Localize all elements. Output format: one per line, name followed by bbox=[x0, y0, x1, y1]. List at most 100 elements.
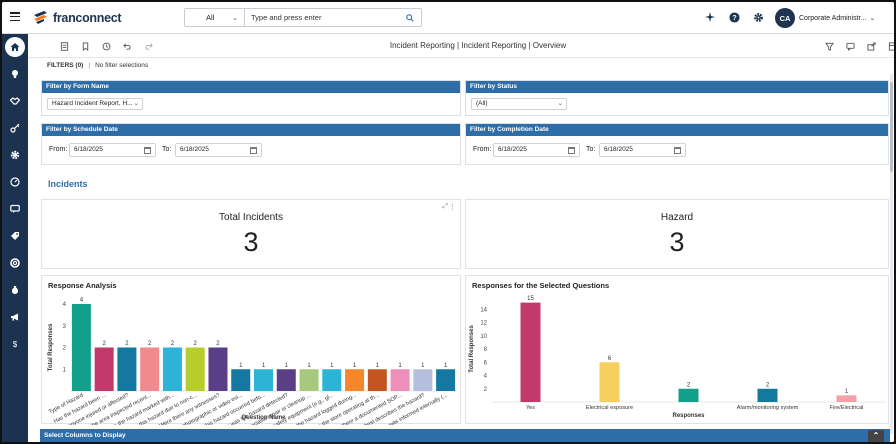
bar[interactable] bbox=[71, 304, 91, 391]
bar[interactable] bbox=[254, 369, 273, 391]
sparkle-icon[interactable] bbox=[702, 9, 718, 25]
bar[interactable] bbox=[599, 362, 620, 402]
filter-schedule-date-panel: Filter by Schedule Date From: 6/18/2025 … bbox=[41, 123, 461, 165]
help-icon[interactable]: ? bbox=[726, 9, 742, 25]
calendar-icon[interactable] bbox=[250, 147, 257, 154]
filters-label[interactable]: FILTERS (0) bbox=[47, 62, 84, 69]
bar-value-label: 2 bbox=[216, 341, 220, 347]
top-bar: franconnect All ⌄ ? CA Corpora bbox=[2, 2, 894, 34]
filter-icon[interactable] bbox=[823, 40, 835, 52]
bar-value-label: 1 bbox=[239, 363, 243, 369]
schedule-to-input[interactable]: 6/18/2025 bbox=[175, 143, 262, 157]
dollar-icon[interactable]: $ bbox=[5, 334, 25, 354]
y-axis-label: Total Responses bbox=[48, 323, 54, 371]
dashboard-icon[interactable] bbox=[5, 172, 25, 192]
comment-icon[interactable] bbox=[844, 40, 856, 52]
bookmark-icon[interactable] bbox=[79, 40, 91, 52]
gear-icon[interactable] bbox=[5, 145, 25, 165]
bar[interactable] bbox=[231, 369, 251, 391]
page-title: Incident Reporting | Incident Reporting … bbox=[389, 41, 567, 50]
y-tick-label: 1 bbox=[63, 367, 67, 373]
more-options-icon[interactable]: ⋮ bbox=[449, 204, 456, 211]
handshake-icon[interactable] bbox=[5, 91, 25, 111]
money-bag-icon[interactable] bbox=[5, 280, 25, 300]
support-icon[interactable] bbox=[5, 253, 25, 273]
home-icon[interactable] bbox=[5, 37, 25, 57]
bar[interactable] bbox=[185, 347, 205, 392]
undo-icon[interactable] bbox=[121, 40, 133, 52]
share-icon[interactable] bbox=[865, 40, 877, 52]
completion-from-input[interactable]: 6/18/2025 bbox=[493, 143, 580, 157]
bar[interactable] bbox=[520, 302, 541, 402]
chevron-down-icon: ⌄ bbox=[232, 15, 238, 22]
scroll-to-top-icon[interactable]: ⌃ bbox=[868, 430, 884, 442]
selected-questions-card: Responses for the Selected Questions Tot… bbox=[465, 275, 889, 424]
calendar-icon[interactable] bbox=[144, 147, 151, 154]
bar[interactable] bbox=[678, 388, 699, 402]
bar[interactable] bbox=[208, 347, 228, 392]
completion-to-input[interactable]: 6/18/2025 bbox=[599, 143, 686, 157]
select-columns-bar[interactable]: Select Columns to Display ⌃ bbox=[40, 429, 890, 442]
bar[interactable] bbox=[162, 347, 182, 392]
bar[interactable] bbox=[322, 369, 342, 391]
bar[interactable] bbox=[94, 347, 114, 392]
bar-value-label: 1 bbox=[262, 363, 266, 369]
filter-schedule-date-heading: Filter by Schedule Date bbox=[42, 124, 460, 136]
chat-icon[interactable] bbox=[5, 199, 25, 219]
schedule-from-label: From: bbox=[49, 146, 68, 153]
bar[interactable] bbox=[299, 369, 319, 391]
section-title-incidents: Incidents bbox=[48, 179, 88, 189]
user-menu[interactable]: CA Corporate Administr... ⌄ bbox=[775, 7, 887, 29]
bar[interactable] bbox=[413, 369, 433, 391]
bar[interactable] bbox=[390, 369, 410, 391]
filter-completion-date-panel: Filter by Completion Date From: 6/18/202… bbox=[465, 123, 889, 165]
logo[interactable]: franconnect bbox=[32, 10, 122, 26]
export-icon[interactable] bbox=[886, 40, 894, 52]
expand-icon[interactable]: ⤢ bbox=[442, 203, 448, 210]
history-icon[interactable] bbox=[100, 40, 112, 52]
filter-form-name-panel: Filter by Form Name Hazard Incident Repo… bbox=[41, 80, 461, 116]
chart-title-response-analysis: Response Analysis bbox=[48, 281, 117, 290]
bar[interactable] bbox=[117, 347, 137, 392]
search-input[interactable] bbox=[245, 13, 399, 22]
bar-value-label: 6 bbox=[608, 356, 612, 362]
bar[interactable] bbox=[345, 369, 365, 391]
chevron-down-icon: ⌄ bbox=[869, 15, 876, 22]
redo-icon[interactable] bbox=[142, 40, 154, 52]
key-icon[interactable] bbox=[5, 118, 25, 138]
logo-mark-icon bbox=[32, 10, 50, 26]
bar-value-label: 1 bbox=[444, 363, 448, 369]
bar[interactable] bbox=[436, 369, 456, 391]
status-select[interactable]: (All) ⌄ bbox=[471, 98, 567, 110]
lightbulb-icon[interactable] bbox=[5, 64, 25, 84]
y-tick-label: 14 bbox=[480, 307, 487, 313]
schedule-from-input[interactable]: 6/18/2025 bbox=[69, 143, 156, 157]
megaphone-icon[interactable] bbox=[5, 307, 25, 327]
bar[interactable] bbox=[367, 369, 387, 391]
vertical-scrollbar[interactable] bbox=[890, 74, 893, 434]
schedule-from-value: 6/18/2025 bbox=[74, 146, 103, 153]
bar[interactable] bbox=[140, 347, 160, 392]
menu-icon[interactable] bbox=[10, 12, 20, 22]
tag-icon[interactable] bbox=[5, 226, 25, 246]
search-scope-select[interactable]: All ⌄ bbox=[185, 9, 245, 26]
calendar-icon[interactable] bbox=[568, 147, 575, 154]
x-tick-label: Alarm/monitoring system bbox=[737, 405, 799, 411]
x-axis-label: Responses bbox=[672, 413, 705, 419]
gear-icon[interactable] bbox=[750, 9, 766, 25]
bar[interactable] bbox=[757, 388, 778, 402]
y-tick-label: 8 bbox=[484, 347, 488, 353]
svg-text:$: $ bbox=[13, 340, 18, 349]
y-axis-label: Total Responses bbox=[469, 325, 475, 373]
report-list-icon[interactable] bbox=[58, 40, 70, 52]
avatar: CA bbox=[775, 8, 795, 28]
y-tick-label: 6 bbox=[484, 360, 488, 366]
svg-text:?: ? bbox=[732, 13, 737, 22]
chevron-down-icon: ⌄ bbox=[557, 100, 563, 107]
x-axis-label: Question Name bbox=[241, 415, 286, 421]
search-icon[interactable] bbox=[399, 9, 421, 26]
form-name-select[interactable]: Hazard Incident Report, H... ⌄ bbox=[47, 98, 143, 110]
bar[interactable] bbox=[276, 369, 296, 391]
bar[interactable] bbox=[836, 395, 857, 402]
calendar-icon[interactable] bbox=[674, 147, 681, 154]
